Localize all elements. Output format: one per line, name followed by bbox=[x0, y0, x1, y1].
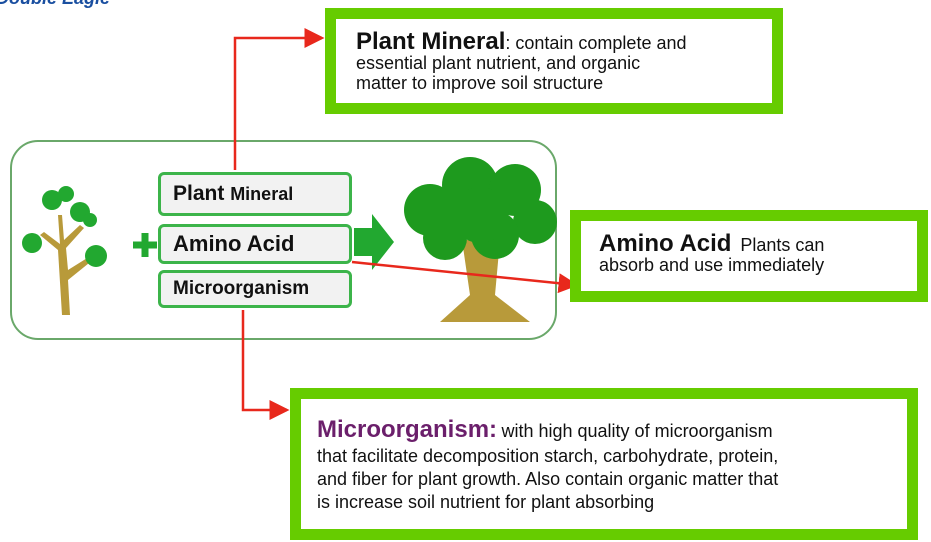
callout-text: that facilitate decomposition starch, ca… bbox=[317, 446, 778, 466]
callout-title: Microorganism: bbox=[317, 416, 497, 443]
callout-text: is increase soil nutrient for plant abso… bbox=[317, 492, 654, 512]
ingredient-label: Mineral bbox=[230, 184, 293, 205]
callout-text: essential plant nutrient, and organic bbox=[356, 53, 640, 73]
connector-arrow bbox=[243, 310, 287, 410]
ingredient-box: Amino Acid bbox=[158, 224, 352, 264]
ingredient-box: Microorganism bbox=[158, 270, 352, 308]
connector-arrow bbox=[352, 262, 576, 285]
callout-title: Amino Acid bbox=[599, 230, 731, 257]
callout-text: and fiber for plant growth. Also contain… bbox=[317, 469, 778, 489]
ingredient-label: Amino Acid bbox=[173, 231, 294, 257]
tree bbox=[404, 157, 557, 322]
callout-text: matter to improve soil structure bbox=[356, 73, 603, 93]
small-plant bbox=[22, 186, 107, 315]
page: Double Eagle Plant Mineral Amino Acid Mi… bbox=[0, 0, 931, 542]
callout: Amino Acid Plants can absorb and use imm… bbox=[570, 210, 928, 302]
callout: Microorganism: with high quality of micr… bbox=[290, 388, 918, 540]
plus-icon bbox=[133, 233, 157, 257]
callout-text: : contain complete and bbox=[505, 33, 686, 53]
ingredient-box: Plant Mineral bbox=[158, 172, 352, 216]
callout-title: Plant Mineral bbox=[356, 28, 505, 55]
ingredient-label: Plant bbox=[173, 182, 224, 206]
callout-text: with high quality of microorganism bbox=[501, 421, 772, 441]
callout-text: Plants can bbox=[740, 235, 824, 255]
callout: Plant Mineral: contain complete and esse… bbox=[325, 8, 783, 114]
callout-text: absorb and use immediately bbox=[599, 255, 824, 275]
ingredient-label: Microorganism bbox=[173, 278, 309, 300]
connector-arrow bbox=[235, 38, 322, 170]
